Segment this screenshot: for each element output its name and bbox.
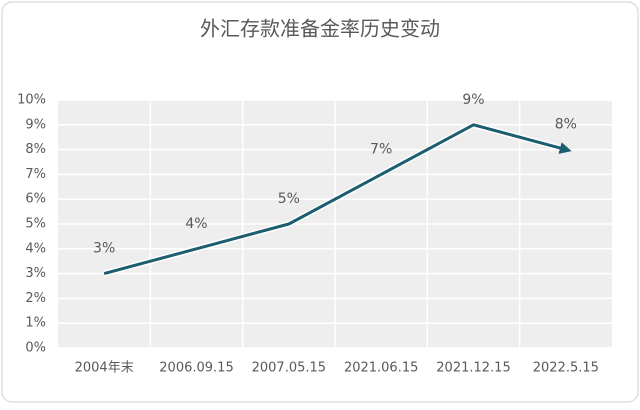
y-tick-label: 0% bbox=[25, 341, 46, 356]
line bbox=[103, 123, 572, 276]
data-label: 8% bbox=[555, 117, 577, 133]
x-tick-label: 2006.09.15 bbox=[159, 361, 233, 376]
y-tick-label: 4% bbox=[25, 241, 46, 256]
y-tick-label: 3% bbox=[25, 266, 46, 281]
data-label: 9% bbox=[462, 92, 484, 108]
chart-title: 外汇存款准备金率历史变动 bbox=[200, 17, 440, 41]
y-tick-label: 10% bbox=[17, 93, 46, 108]
x-tick-label: 2007.05.15 bbox=[252, 361, 326, 376]
y-tick-label: 7% bbox=[25, 167, 46, 182]
y-tick-label: 2% bbox=[25, 291, 46, 306]
data-label: 4% bbox=[185, 216, 207, 232]
y-tick-label: 8% bbox=[25, 142, 46, 157]
x-tick-label: 2021.12.15 bbox=[436, 361, 510, 376]
y-tick-label: 5% bbox=[25, 217, 46, 232]
data-label: 3% bbox=[93, 241, 115, 257]
x-tick-label: 2022.5.15 bbox=[533, 361, 599, 376]
x-tick-label: 2004年末 bbox=[75, 361, 134, 376]
data-label: 5% bbox=[278, 191, 300, 207]
y-tick-label: 9% bbox=[25, 117, 46, 132]
y-tick-label: 6% bbox=[25, 192, 46, 207]
x-tick-label: 2021.06.15 bbox=[344, 361, 418, 376]
data-label: 7% bbox=[370, 141, 392, 157]
y-tick-label: 1% bbox=[25, 316, 46, 331]
